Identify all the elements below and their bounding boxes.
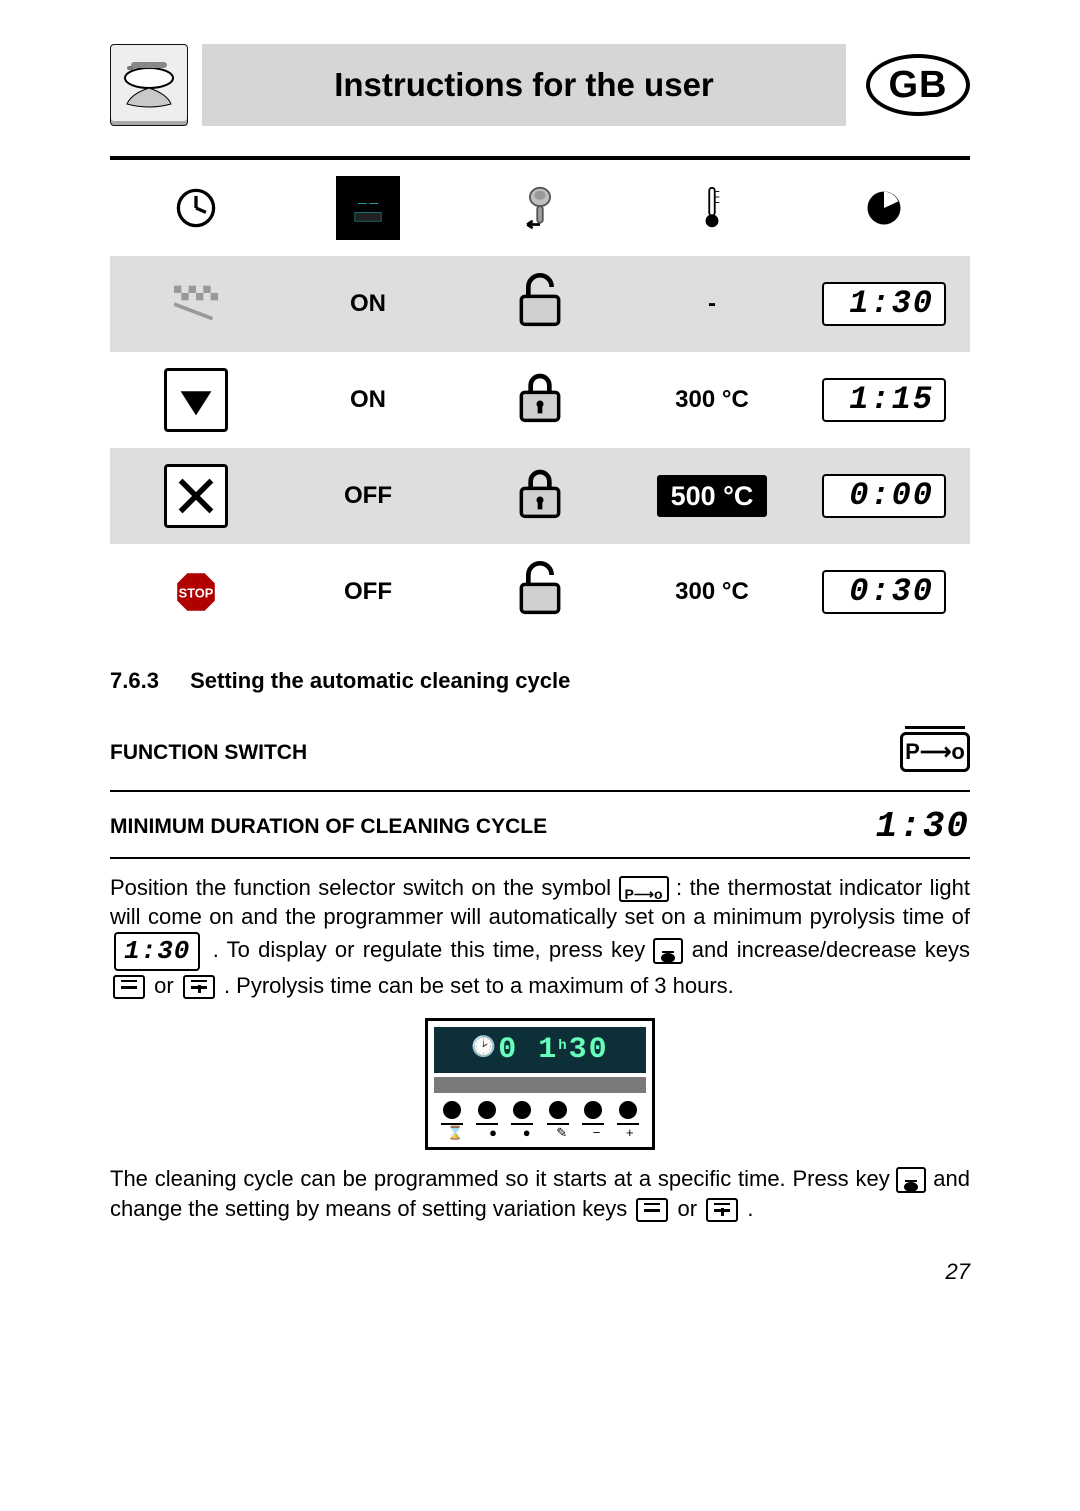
duration-key-icon	[653, 938, 683, 964]
paragraph-1: Position the function selector switch on…	[110, 873, 970, 1000]
status-cell: ON	[282, 352, 454, 448]
table-row: ON - 1:30	[110, 256, 970, 352]
page-number: 27	[110, 1259, 970, 1285]
led-display: 1:30	[822, 282, 946, 325]
header-clock-icon	[110, 160, 282, 256]
minus-key-icon	[636, 1198, 668, 1222]
led-display: 0:30	[822, 570, 946, 613]
led-display: 1:15	[822, 378, 946, 421]
min-duration-label: MINIMUM DURATION OF CLEANING CYCLE	[110, 815, 547, 839]
function-switch-label: FUNCTION SWITCH	[110, 741, 307, 765]
timer-cell: 0:30	[798, 544, 970, 640]
inline-led-display: 1:30	[114, 932, 200, 971]
section-title: Setting the automatic cleaning cycle	[190, 668, 570, 693]
programmer-legend-labels: ⌛●●✎−+	[434, 1125, 646, 1141]
led-display: 0:00	[822, 474, 946, 517]
phase-heating-icon	[110, 352, 282, 448]
status-cell: OFF	[282, 544, 454, 640]
lock-closed-icon	[454, 352, 626, 448]
page-title: Instructions for the user	[202, 44, 846, 126]
programmer-illustration: 🕑0 1h30 ⌛●●✎−+	[425, 1018, 655, 1150]
timer-cell: 0:00	[798, 448, 970, 544]
status-cell: OFF	[282, 448, 454, 544]
header-knob-icon	[454, 160, 626, 256]
temp-cell: -	[626, 256, 798, 352]
programmer-buttons	[434, 1101, 646, 1119]
function-switch-row: FUNCTION SWITCH P⟶o	[110, 712, 970, 792]
brand-logo	[110, 44, 188, 126]
header-oven-display-icon: — —	[282, 160, 454, 256]
temp-cell: 300 °C	[626, 352, 798, 448]
phase-peak-icon	[110, 448, 282, 544]
lock-open-icon	[454, 256, 626, 352]
table-header-row: — —	[110, 160, 970, 256]
minus-key-icon	[113, 975, 145, 999]
phase-start-icon	[110, 256, 282, 352]
programmer-display: 🕑0 1h30	[434, 1027, 646, 1073]
pro-icon: P⟶o	[619, 876, 669, 902]
duration-key-icon	[896, 1167, 926, 1193]
svg-text:— —: — —	[358, 198, 378, 208]
header-timer-icon	[798, 160, 970, 256]
pyrolysis-phase-table: — — ON - 1:30 ON 300 °C 1:15	[110, 156, 970, 640]
temp-cell: 300 °C	[626, 544, 798, 640]
table-row: OFF 500 °C 0:00	[110, 448, 970, 544]
country-badge: GB	[866, 54, 970, 116]
plus-key-icon	[706, 1198, 738, 1222]
phase-stop-icon: STOP	[110, 544, 282, 640]
timer-cell: 1:30	[798, 256, 970, 352]
svg-text:STOP: STOP	[179, 586, 214, 601]
min-duration-row: MINIMUM DURATION OF CLEANING CYCLE 1:30	[110, 792, 970, 859]
programmer-subpanel	[434, 1077, 646, 1093]
table-row: STOP OFF 300 °C 0:30	[110, 544, 970, 640]
header-thermometer-icon	[626, 160, 798, 256]
timer-cell: 1:15	[798, 352, 970, 448]
function-switch-icon: P⟶o	[860, 726, 970, 780]
paragraph-2: The cleaning cycle can be programmed so …	[110, 1164, 970, 1223]
table-row: ON 300 °C 1:15	[110, 352, 970, 448]
temp-cell: 500 °C	[626, 448, 798, 544]
lock-open-icon	[454, 544, 626, 640]
section-heading: 7.6.3 Setting the automatic cleaning cyc…	[110, 668, 970, 694]
plus-key-icon	[183, 975, 215, 999]
section-number: 7.6.3	[110, 668, 184, 694]
page-header: Instructions for the user GB	[110, 42, 970, 128]
min-duration-value: 1:30	[860, 806, 970, 847]
status-cell: ON	[282, 256, 454, 352]
lock-closed-icon	[454, 448, 626, 544]
